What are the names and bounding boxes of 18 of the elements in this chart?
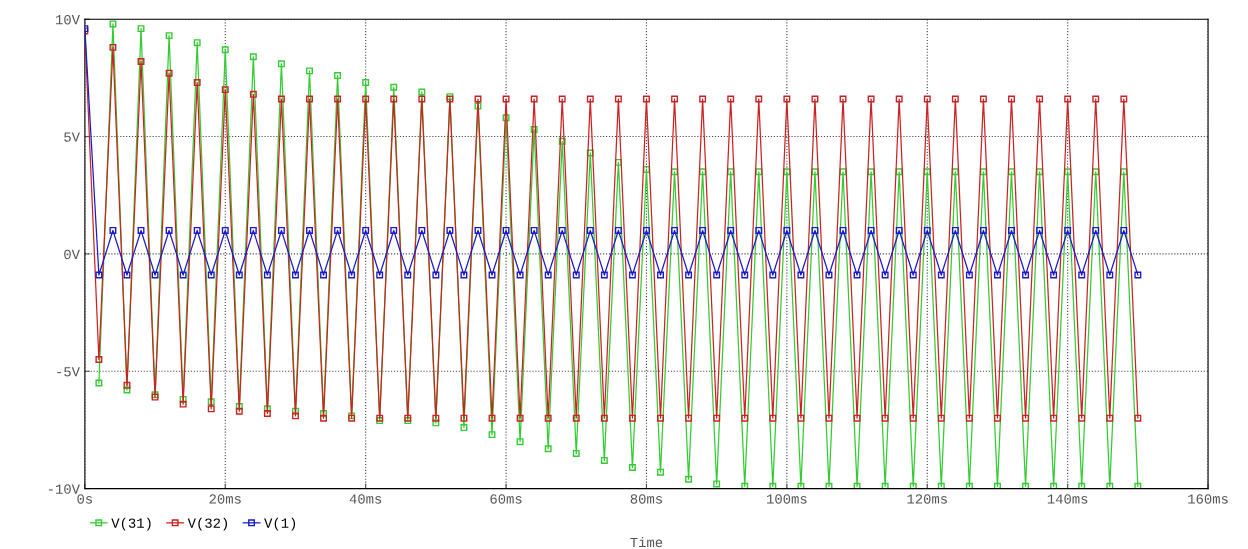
y-tick-label: -10V (48, 484, 80, 494)
x-tick-label: 0s (77, 494, 93, 504)
y-tick-label: -5V (57, 367, 80, 377)
x-tick-label: 20ms (209, 494, 241, 504)
y-tick-label: 10V (56, 14, 80, 25)
x-tick-label: 160ms (1188, 494, 1228, 504)
x-tick-label: 60ms (490, 494, 522, 504)
x-tick-label: 100ms (767, 494, 807, 504)
legend-label: V(31) (111, 517, 151, 531)
x-axis-title: Time (630, 536, 663, 548)
legend-label: V(32) (187, 517, 227, 531)
legend-label: V(1) (264, 517, 296, 531)
y-tick-label: 5V (64, 132, 80, 142)
x-tick-label: 40ms (349, 494, 382, 504)
y-tick-label: 0V (64, 249, 80, 260)
x-tick-label: 140ms (1047, 494, 1088, 504)
x-tick-label: 120ms (907, 494, 947, 504)
x-tick-label: 80ms (630, 494, 662, 504)
